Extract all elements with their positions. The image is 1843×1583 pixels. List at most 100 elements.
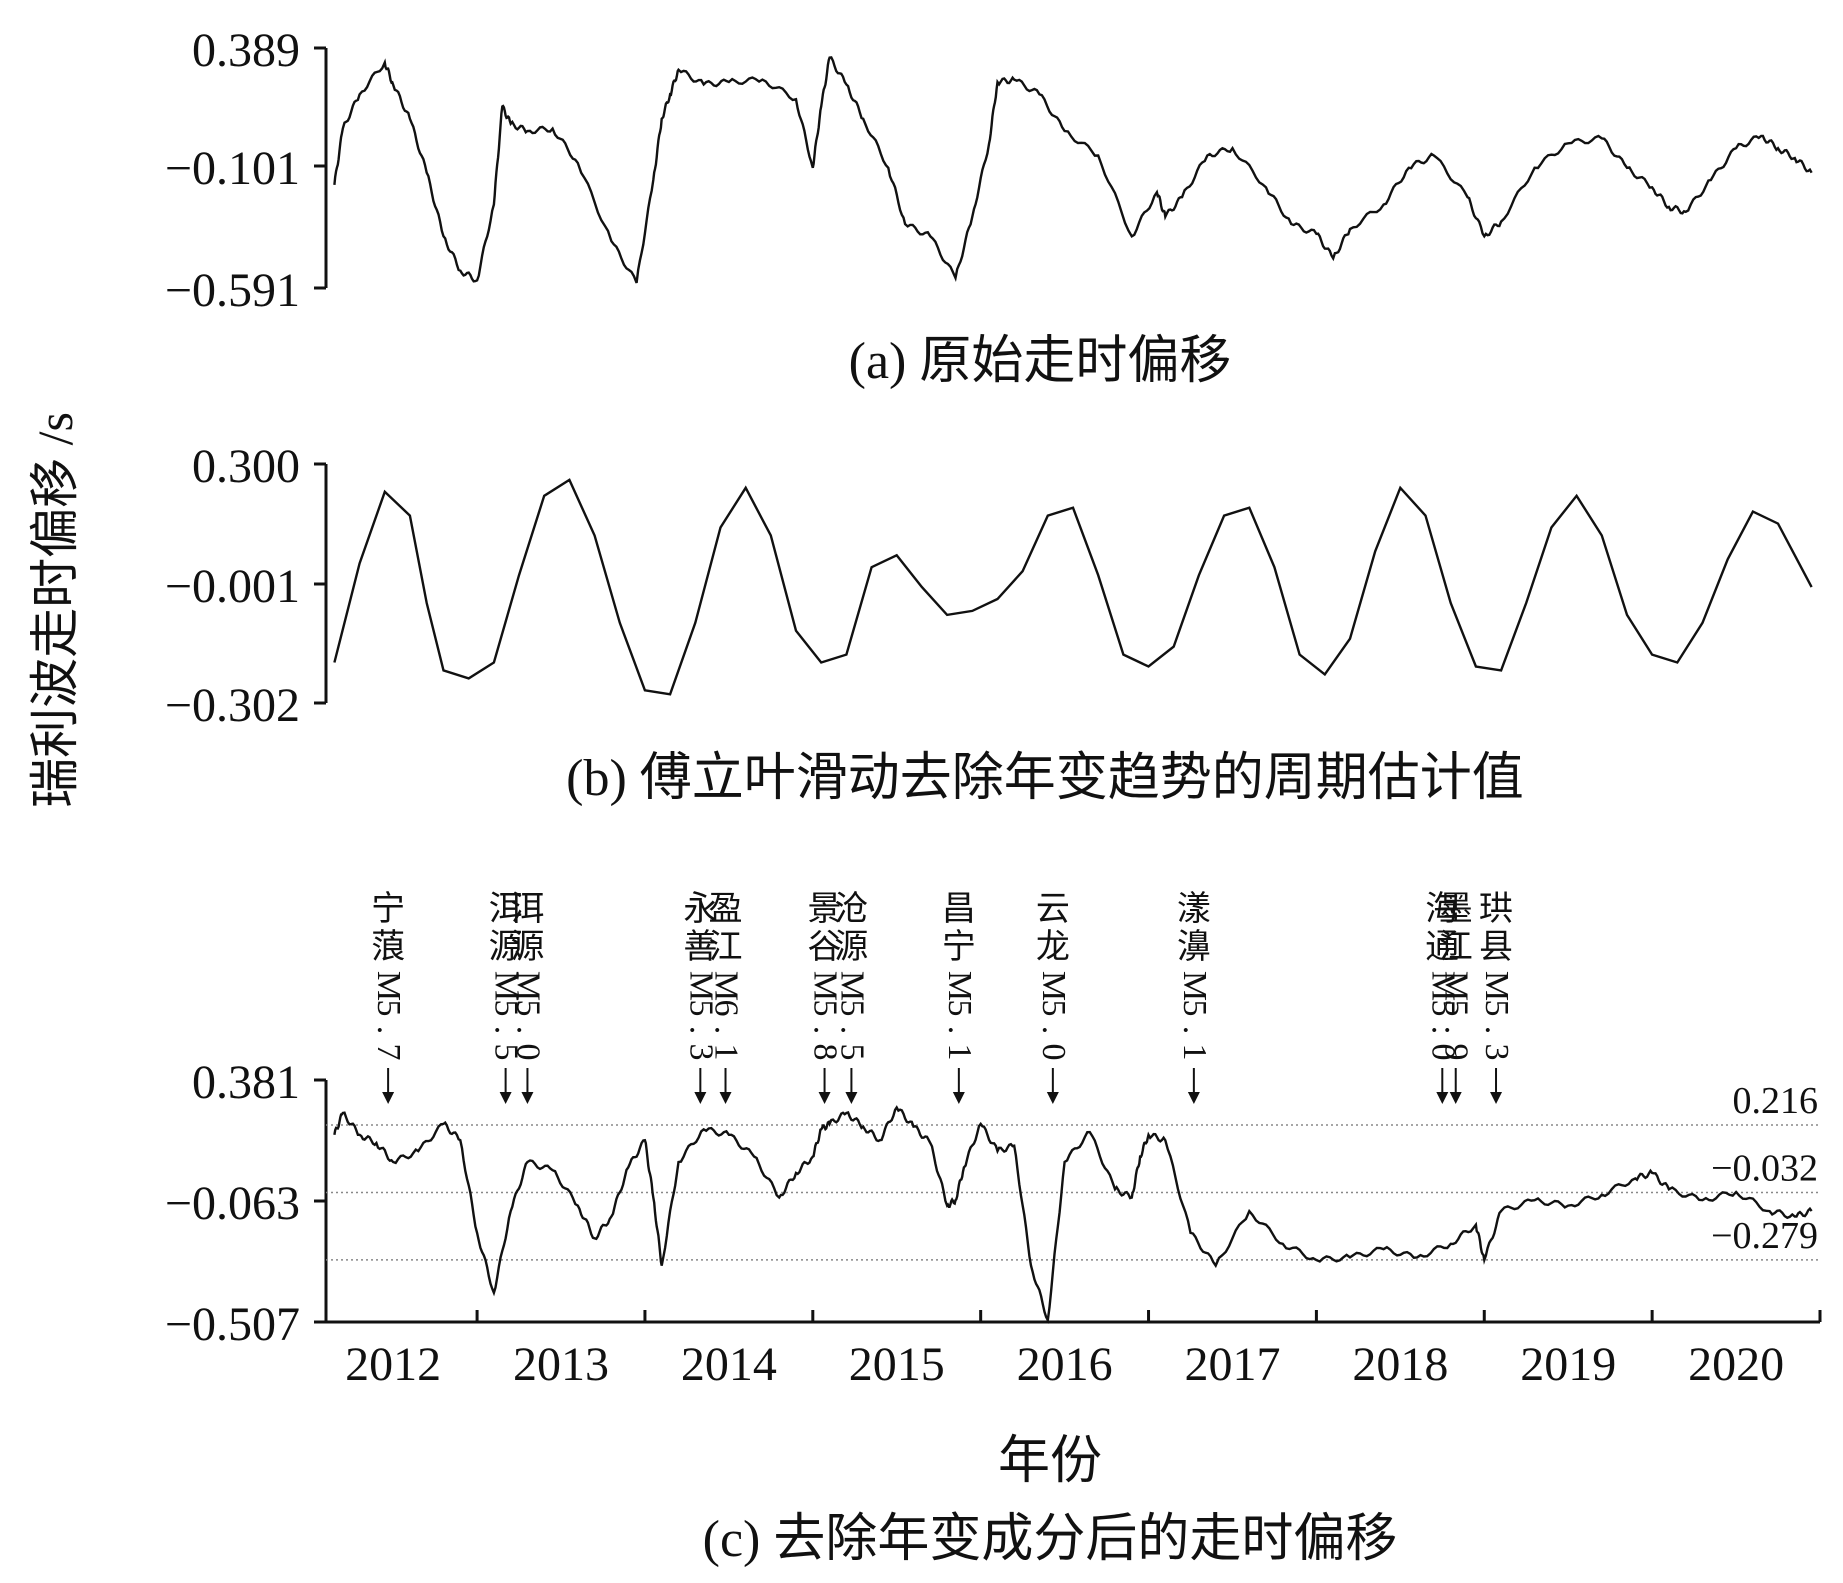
event-label-char: 5 [488, 1044, 525, 1061]
event-label-char: 沧 [834, 890, 868, 928]
event-label-char: M [807, 971, 844, 1001]
x-tick-label: 2020 [1688, 1338, 1784, 1391]
event-label-char: M [1438, 971, 1475, 1001]
event-label-char: 谷 [808, 929, 842, 966]
event-label-char: 0 [1424, 1044, 1461, 1061]
event-label-char: 5 [509, 1000, 546, 1017]
event-label-char: M [1035, 971, 1072, 1001]
event-arrow-head [694, 1092, 707, 1104]
x-tick-label: 2013 [513, 1338, 609, 1391]
event-label-char: 1 [941, 1044, 978, 1061]
threshold-lines: 0.216 −0.032 −0.279 [326, 1080, 1820, 1261]
event-label-char: 5 [1176, 1000, 1213, 1017]
event-label-char: 蒗 [371, 928, 405, 966]
event-label-char: 县 [1479, 929, 1513, 966]
event-label-char: 源 [489, 929, 523, 966]
x-tick-label: 2016 [1017, 1338, 1113, 1391]
event-label-char: 1 [1176, 1044, 1213, 1061]
x-tick-label: 2012 [345, 1338, 441, 1391]
event-arrow-head [521, 1092, 534, 1104]
event-label-char: . [488, 1026, 525, 1035]
event-label-char: 海 [1425, 890, 1459, 928]
panel-b-ytick-label: 0.300 [192, 440, 300, 493]
event-label-char: 濞 [1177, 928, 1211, 966]
event-arrow-head [499, 1092, 512, 1104]
event-arrow-head [1046, 1092, 1059, 1104]
event-label-char: . [1478, 1026, 1515, 1035]
event-label-char: . [1176, 1026, 1213, 1035]
event-label-char: 漾 [1177, 890, 1211, 928]
event-label-char: 0 [1035, 1044, 1072, 1061]
event-label-char: . [941, 1026, 978, 1035]
panel-c-ytick-label: −0.507 [165, 1298, 300, 1351]
panel-c-caption: (c) 去除年变成分后的走时偏移 [703, 1511, 1398, 1568]
event-label-char: 3 [682, 1044, 719, 1061]
event-label-char: 7 [370, 1044, 407, 1061]
event-label-char: 龙 [1036, 928, 1070, 966]
event-label-char: 5 [1424, 1000, 1461, 1017]
x-tick-label: 2015 [849, 1338, 945, 1391]
panel-b-ytick-label: −0.001 [165, 560, 300, 613]
event-label-char: 0 [509, 1044, 546, 1061]
event-label-char: M [1424, 971, 1461, 1001]
panel-a-series-line [333, 56, 1813, 284]
event-label-char: 通 [1425, 929, 1459, 966]
event-label-char: 5 [682, 1000, 719, 1017]
event-label-char: 1 [708, 1044, 745, 1061]
event-arrow-head [719, 1092, 732, 1104]
panel-c: 0.381 −0.063 −0.507 0.216−0.032−0.279 20… [165, 890, 1822, 1568]
threshold-label: −0.279 [1711, 1215, 1818, 1257]
event-label-char: 昌 [942, 891, 976, 928]
event-label-char: 江 [709, 929, 743, 966]
event-arrow-head [382, 1092, 395, 1104]
event-arrow-head [1436, 1092, 1449, 1104]
event-label-char: 源 [510, 929, 544, 966]
event-label-char: . [1035, 1026, 1072, 1035]
x-tick-label: 2014 [681, 1338, 777, 1391]
x-tick-label: 2019 [1520, 1338, 1616, 1391]
event-label-char: 3 [1478, 1044, 1515, 1061]
event-label-char: . [833, 1026, 870, 1035]
panel-b-ytick-label: −0.302 [165, 679, 300, 732]
event-arrow-head [952, 1092, 965, 1104]
event-arrow-head [1490, 1092, 1503, 1104]
x-tick-label: 2018 [1352, 1338, 1448, 1391]
event-label-char: 源 [834, 929, 868, 966]
event-label-char: 洱 [510, 891, 544, 928]
panel-a-caption: (a) 原始走时偏移 [849, 333, 1232, 390]
event-label-char: 5 [833, 1000, 870, 1017]
event-label-char: M [833, 971, 870, 1001]
event-label-char: M [941, 971, 978, 1001]
panel-b-series-line [333, 478, 1813, 696]
event-label-char: M [488, 971, 525, 1001]
x-ticks: 2012 2013 2014 2015 2016 2017 2018 2019 2020 [345, 1310, 1822, 1391]
event-label-char: M [708, 971, 745, 1001]
event-label-char: 5 [807, 1000, 844, 1017]
event-label-char: 5 [833, 1044, 870, 1061]
x-axis-label: 年份 [998, 1433, 1102, 1490]
event-label-char: 5 [1035, 1000, 1072, 1017]
event-label-char: 6 [708, 1000, 745, 1017]
event-label-char: M [509, 971, 546, 1001]
event-label-char: 宁 [371, 890, 405, 928]
event-label-char: . [708, 1026, 745, 1035]
event-label-char: 江 [1439, 929, 1473, 966]
event-label-char: M [1176, 971, 1213, 1001]
event-label-char: 9 [1438, 1044, 1475, 1061]
event-label-char: 善 [683, 928, 717, 966]
threshold-label: −0.032 [1711, 1148, 1818, 1190]
panel-c-ytick-label: 0.381 [192, 1056, 300, 1109]
event-label-char: 云 [1036, 891, 1070, 928]
event-label-char: 墨 [1439, 891, 1473, 928]
